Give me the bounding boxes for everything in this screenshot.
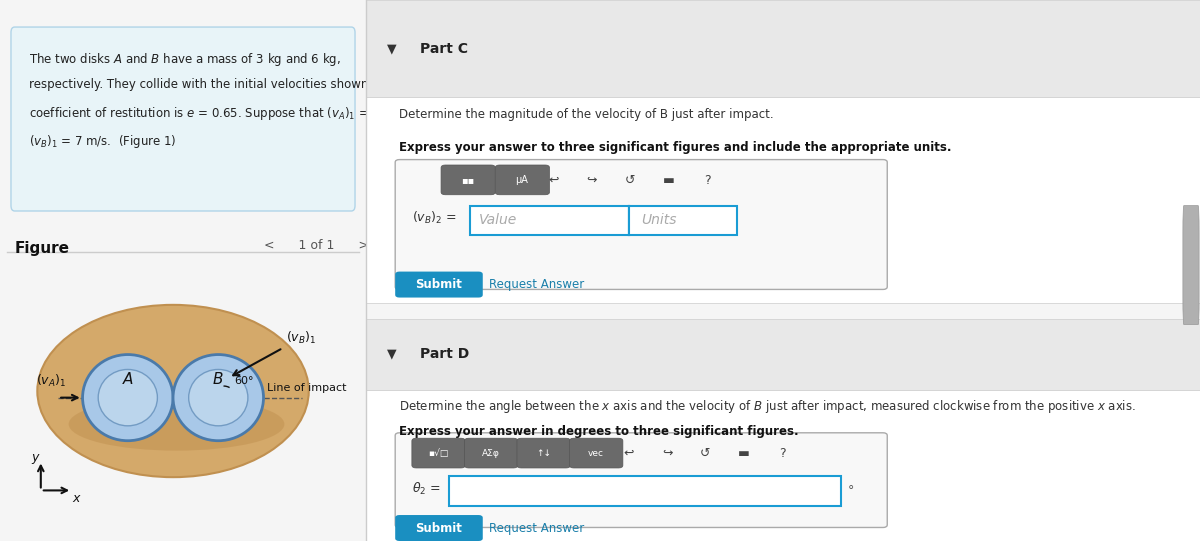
FancyBboxPatch shape	[496, 165, 550, 195]
Text: ?: ?	[779, 447, 786, 460]
Text: Submit: Submit	[415, 278, 462, 291]
Ellipse shape	[68, 398, 284, 451]
Text: ?: ?	[703, 174, 710, 187]
Text: $(v_B)_1$: $(v_B)_1$	[287, 330, 317, 346]
FancyBboxPatch shape	[412, 438, 466, 468]
Text: Determine the magnitude of the velocity of B just after impact.: Determine the magnitude of the velocity …	[400, 108, 774, 121]
Text: A: A	[122, 372, 133, 387]
FancyBboxPatch shape	[629, 206, 737, 235]
Circle shape	[188, 370, 248, 426]
FancyBboxPatch shape	[395, 160, 887, 289]
FancyBboxPatch shape	[570, 438, 623, 468]
FancyBboxPatch shape	[449, 476, 841, 506]
Text: respectively. They collide with the initial velocities shown. The: respectively. They collide with the init…	[29, 78, 398, 91]
Text: $(v_A)_1$: $(v_A)_1$	[36, 373, 66, 390]
FancyBboxPatch shape	[366, 0, 1200, 97]
Text: coefficient of restitution is $e$ = 0.65. Suppose that $(v_A)_1$ = 6 m/s,: coefficient of restitution is $e$ = 0.65…	[29, 105, 409, 122]
Text: ▬: ▬	[662, 174, 674, 187]
FancyBboxPatch shape	[395, 515, 482, 541]
Text: ▼: ▼	[386, 348, 396, 361]
Text: ↑↓: ↑↓	[536, 449, 551, 458]
FancyBboxPatch shape	[395, 272, 482, 298]
Text: Value: Value	[479, 213, 517, 227]
Text: Figure: Figure	[14, 241, 70, 256]
Circle shape	[98, 370, 157, 426]
Text: Express your answer to three significant figures and include the appropriate uni: Express your answer to three significant…	[400, 141, 952, 154]
Text: y: y	[31, 451, 40, 464]
FancyBboxPatch shape	[11, 27, 355, 211]
FancyBboxPatch shape	[395, 433, 887, 527]
Text: ▪▪: ▪▪	[461, 175, 474, 185]
Text: $(v_B)_2$ =: $(v_B)_2$ =	[412, 209, 457, 226]
Text: Line of impact: Line of impact	[268, 382, 347, 393]
Text: Express your answer in degrees to three significant figures.: Express your answer in degrees to three …	[400, 425, 799, 438]
Text: Part D: Part D	[420, 347, 469, 361]
Text: Submit: Submit	[415, 522, 462, 535]
Text: Part C: Part C	[420, 42, 468, 56]
Text: ▪√□: ▪√□	[428, 449, 449, 458]
Text: ↩: ↩	[624, 447, 634, 460]
Text: Determine the angle between the $x$ axis and the velocity of $B$ just after impa: Determine the angle between the $x$ axis…	[400, 398, 1136, 414]
Text: ↺: ↺	[700, 447, 710, 460]
Text: ↪: ↪	[662, 447, 672, 460]
Text: μA: μA	[516, 175, 528, 185]
Text: vec: vec	[588, 449, 604, 458]
Text: AΣφ: AΣφ	[482, 449, 500, 458]
FancyBboxPatch shape	[1183, 206, 1199, 325]
FancyBboxPatch shape	[470, 206, 629, 235]
Text: <      1 of 1      >: < 1 of 1 >	[264, 239, 368, 252]
Text: °: °	[848, 484, 854, 497]
FancyBboxPatch shape	[366, 390, 1200, 541]
Text: ▼: ▼	[386, 42, 396, 55]
Text: Request Answer: Request Answer	[490, 522, 584, 535]
Text: Request Answer: Request Answer	[490, 278, 584, 291]
Text: ↺: ↺	[625, 174, 636, 187]
Text: 60°: 60°	[234, 376, 253, 386]
Circle shape	[83, 354, 173, 441]
Ellipse shape	[37, 305, 308, 477]
FancyBboxPatch shape	[442, 165, 496, 195]
FancyBboxPatch shape	[517, 438, 570, 468]
Text: ▬: ▬	[738, 447, 750, 460]
FancyBboxPatch shape	[366, 97, 1200, 303]
Text: The two disks $\mathit{A}$ and $\mathit{B}$ have a mass of 3 kg and 6 kg,: The two disks $\mathit{A}$ and $\mathit{…	[29, 51, 341, 68]
Text: Units: Units	[641, 213, 677, 227]
FancyBboxPatch shape	[366, 319, 1200, 390]
Circle shape	[173, 354, 264, 441]
Text: ↩: ↩	[548, 174, 559, 187]
Text: ↪: ↪	[587, 174, 598, 187]
Text: $(v_B)_1$ = 7 m/s.  (Figure 1): $(v_B)_1$ = 7 m/s. (Figure 1)	[29, 133, 176, 149]
FancyBboxPatch shape	[464, 438, 517, 468]
Text: x: x	[72, 492, 79, 505]
Text: B: B	[214, 372, 223, 387]
Text: $\theta_2$ =: $\theta_2$ =	[412, 480, 440, 497]
